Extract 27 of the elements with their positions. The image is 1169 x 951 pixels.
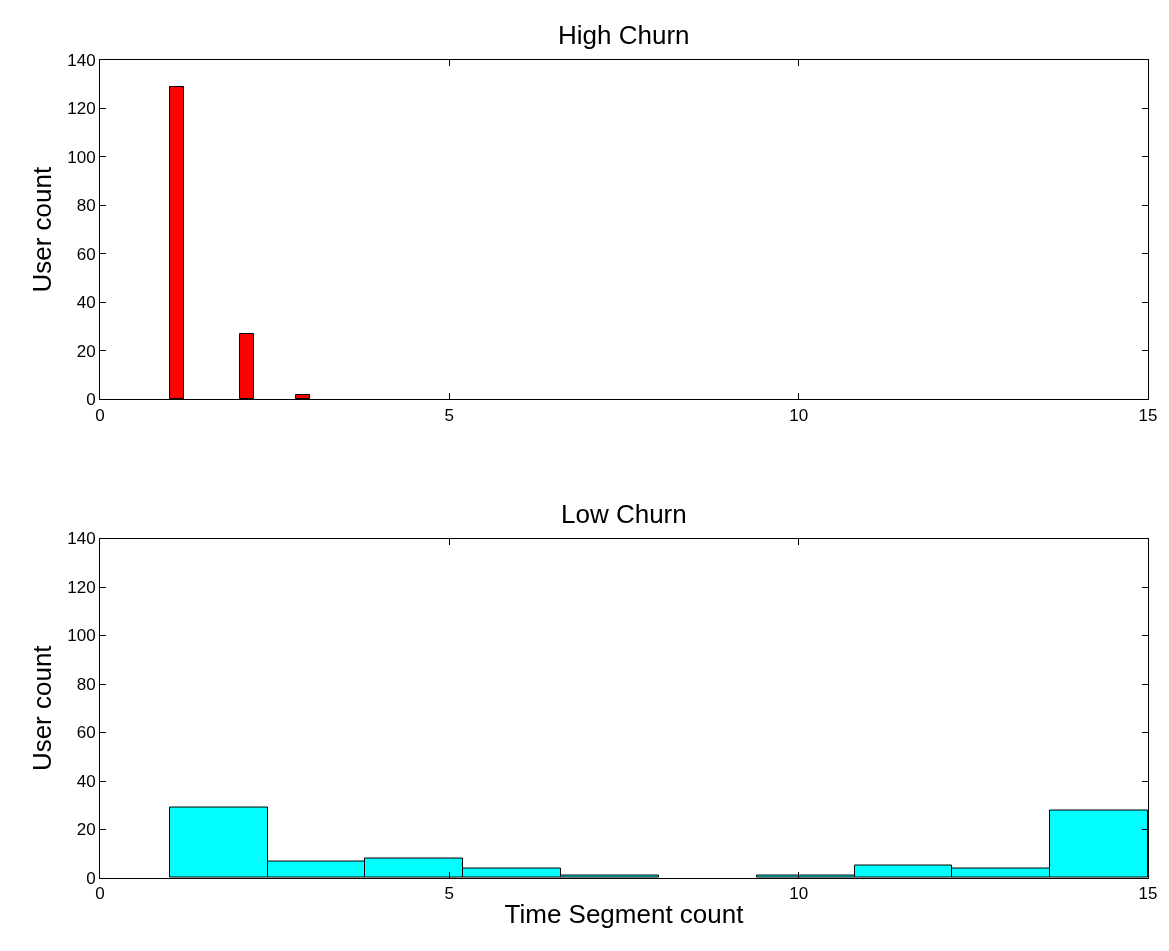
y-tick-label: 40 <box>76 293 96 313</box>
y-tick-label: 80 <box>76 674 96 694</box>
x-tick-label: 5 <box>444 884 455 904</box>
y-tick-label: 60 <box>76 244 96 264</box>
y-tick-label: 80 <box>76 196 96 216</box>
x-tick-label: 5 <box>444 405 455 425</box>
x-tick-label: 10 <box>789 405 809 425</box>
x-tick-label: 15 <box>1138 405 1158 425</box>
y-tick-label: 100 <box>67 147 96 167</box>
y-tick-label: 120 <box>67 99 96 119</box>
chart-title: Low Churn <box>561 499 687 529</box>
x-tick-label: 10 <box>789 884 809 904</box>
x-tick-label: 15 <box>1138 884 1158 904</box>
y-tick-label: 60 <box>76 723 96 743</box>
y-tick-label: 40 <box>76 771 96 791</box>
y-tick-label: 100 <box>67 626 96 646</box>
y-tick-label: 120 <box>67 577 96 597</box>
y-tick-label: 20 <box>76 341 96 361</box>
y-tick-label: 0 <box>86 868 96 888</box>
chart-title: High Churn <box>558 20 690 50</box>
y-tick-label: 20 <box>76 820 96 840</box>
y-tick-label: 0 <box>86 390 96 410</box>
y-axis-title: User count <box>26 644 57 772</box>
y-tick-label: 140 <box>67 529 96 549</box>
y-axis-title: User count <box>26 166 57 293</box>
y-tick-label: 140 <box>67 50 96 70</box>
x-axis-title: Time Segment count <box>504 899 745 930</box>
